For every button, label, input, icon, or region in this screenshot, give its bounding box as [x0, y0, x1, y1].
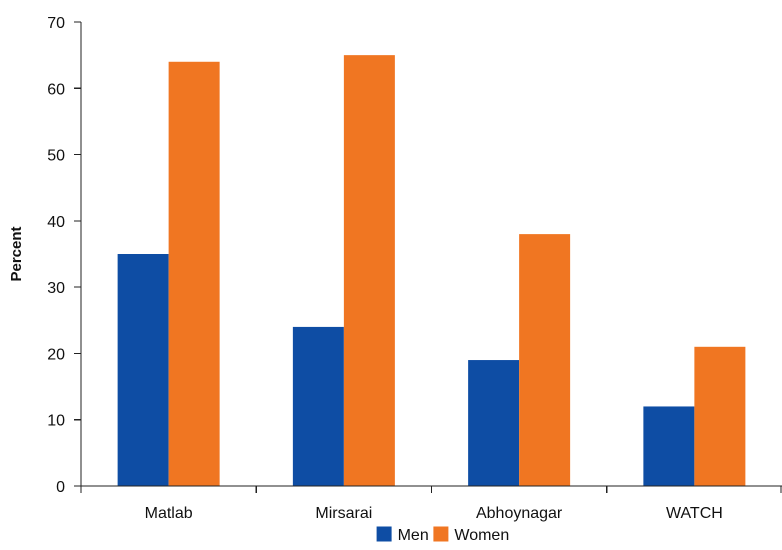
y-axis-title: Percent [8, 226, 25, 281]
legend-swatch-men [376, 526, 392, 542]
y-tick-label: 10 [47, 413, 65, 430]
y-tick-label: 20 [47, 346, 65, 363]
y-tick-label: 0 [56, 479, 65, 496]
bar-women-mirsarai [343, 55, 395, 487]
bar-men-abhoynagar [468, 360, 520, 486]
legend-swatch-women [433, 526, 449, 542]
y-tick-label: 50 [47, 148, 65, 165]
y-axis: 0 10 20 30 40 50 60 70 [47, 15, 82, 496]
bar-men-matlab [117, 254, 169, 486]
y-tick-label: 60 [47, 81, 65, 98]
plot-area [117, 55, 746, 487]
legend-label-men: Men [398, 527, 429, 544]
x-tick-label: Abhoynagar [476, 505, 563, 522]
legend: Men Women [376, 526, 509, 544]
bar-women-watch [694, 346, 746, 486]
bar-men-mirsarai [292, 326, 344, 486]
y-tick-label: 40 [47, 214, 65, 231]
x-tick-label: WATCH [666, 505, 723, 522]
legend-label-women: Women [454, 527, 509, 544]
bar-men-watch [643, 406, 695, 486]
y-tick-label: 70 [47, 15, 65, 32]
bar-women-abhoynagar [519, 234, 571, 486]
bar-women-matlab [168, 61, 220, 487]
x-tick-label: Mirsarai [315, 505, 372, 522]
x-axis: Matlab Mirsarai Abhoynagar WATCH [80, 485, 782, 522]
x-tick-label: Matlab [145, 505, 193, 522]
y-tick-label: 30 [47, 280, 65, 297]
